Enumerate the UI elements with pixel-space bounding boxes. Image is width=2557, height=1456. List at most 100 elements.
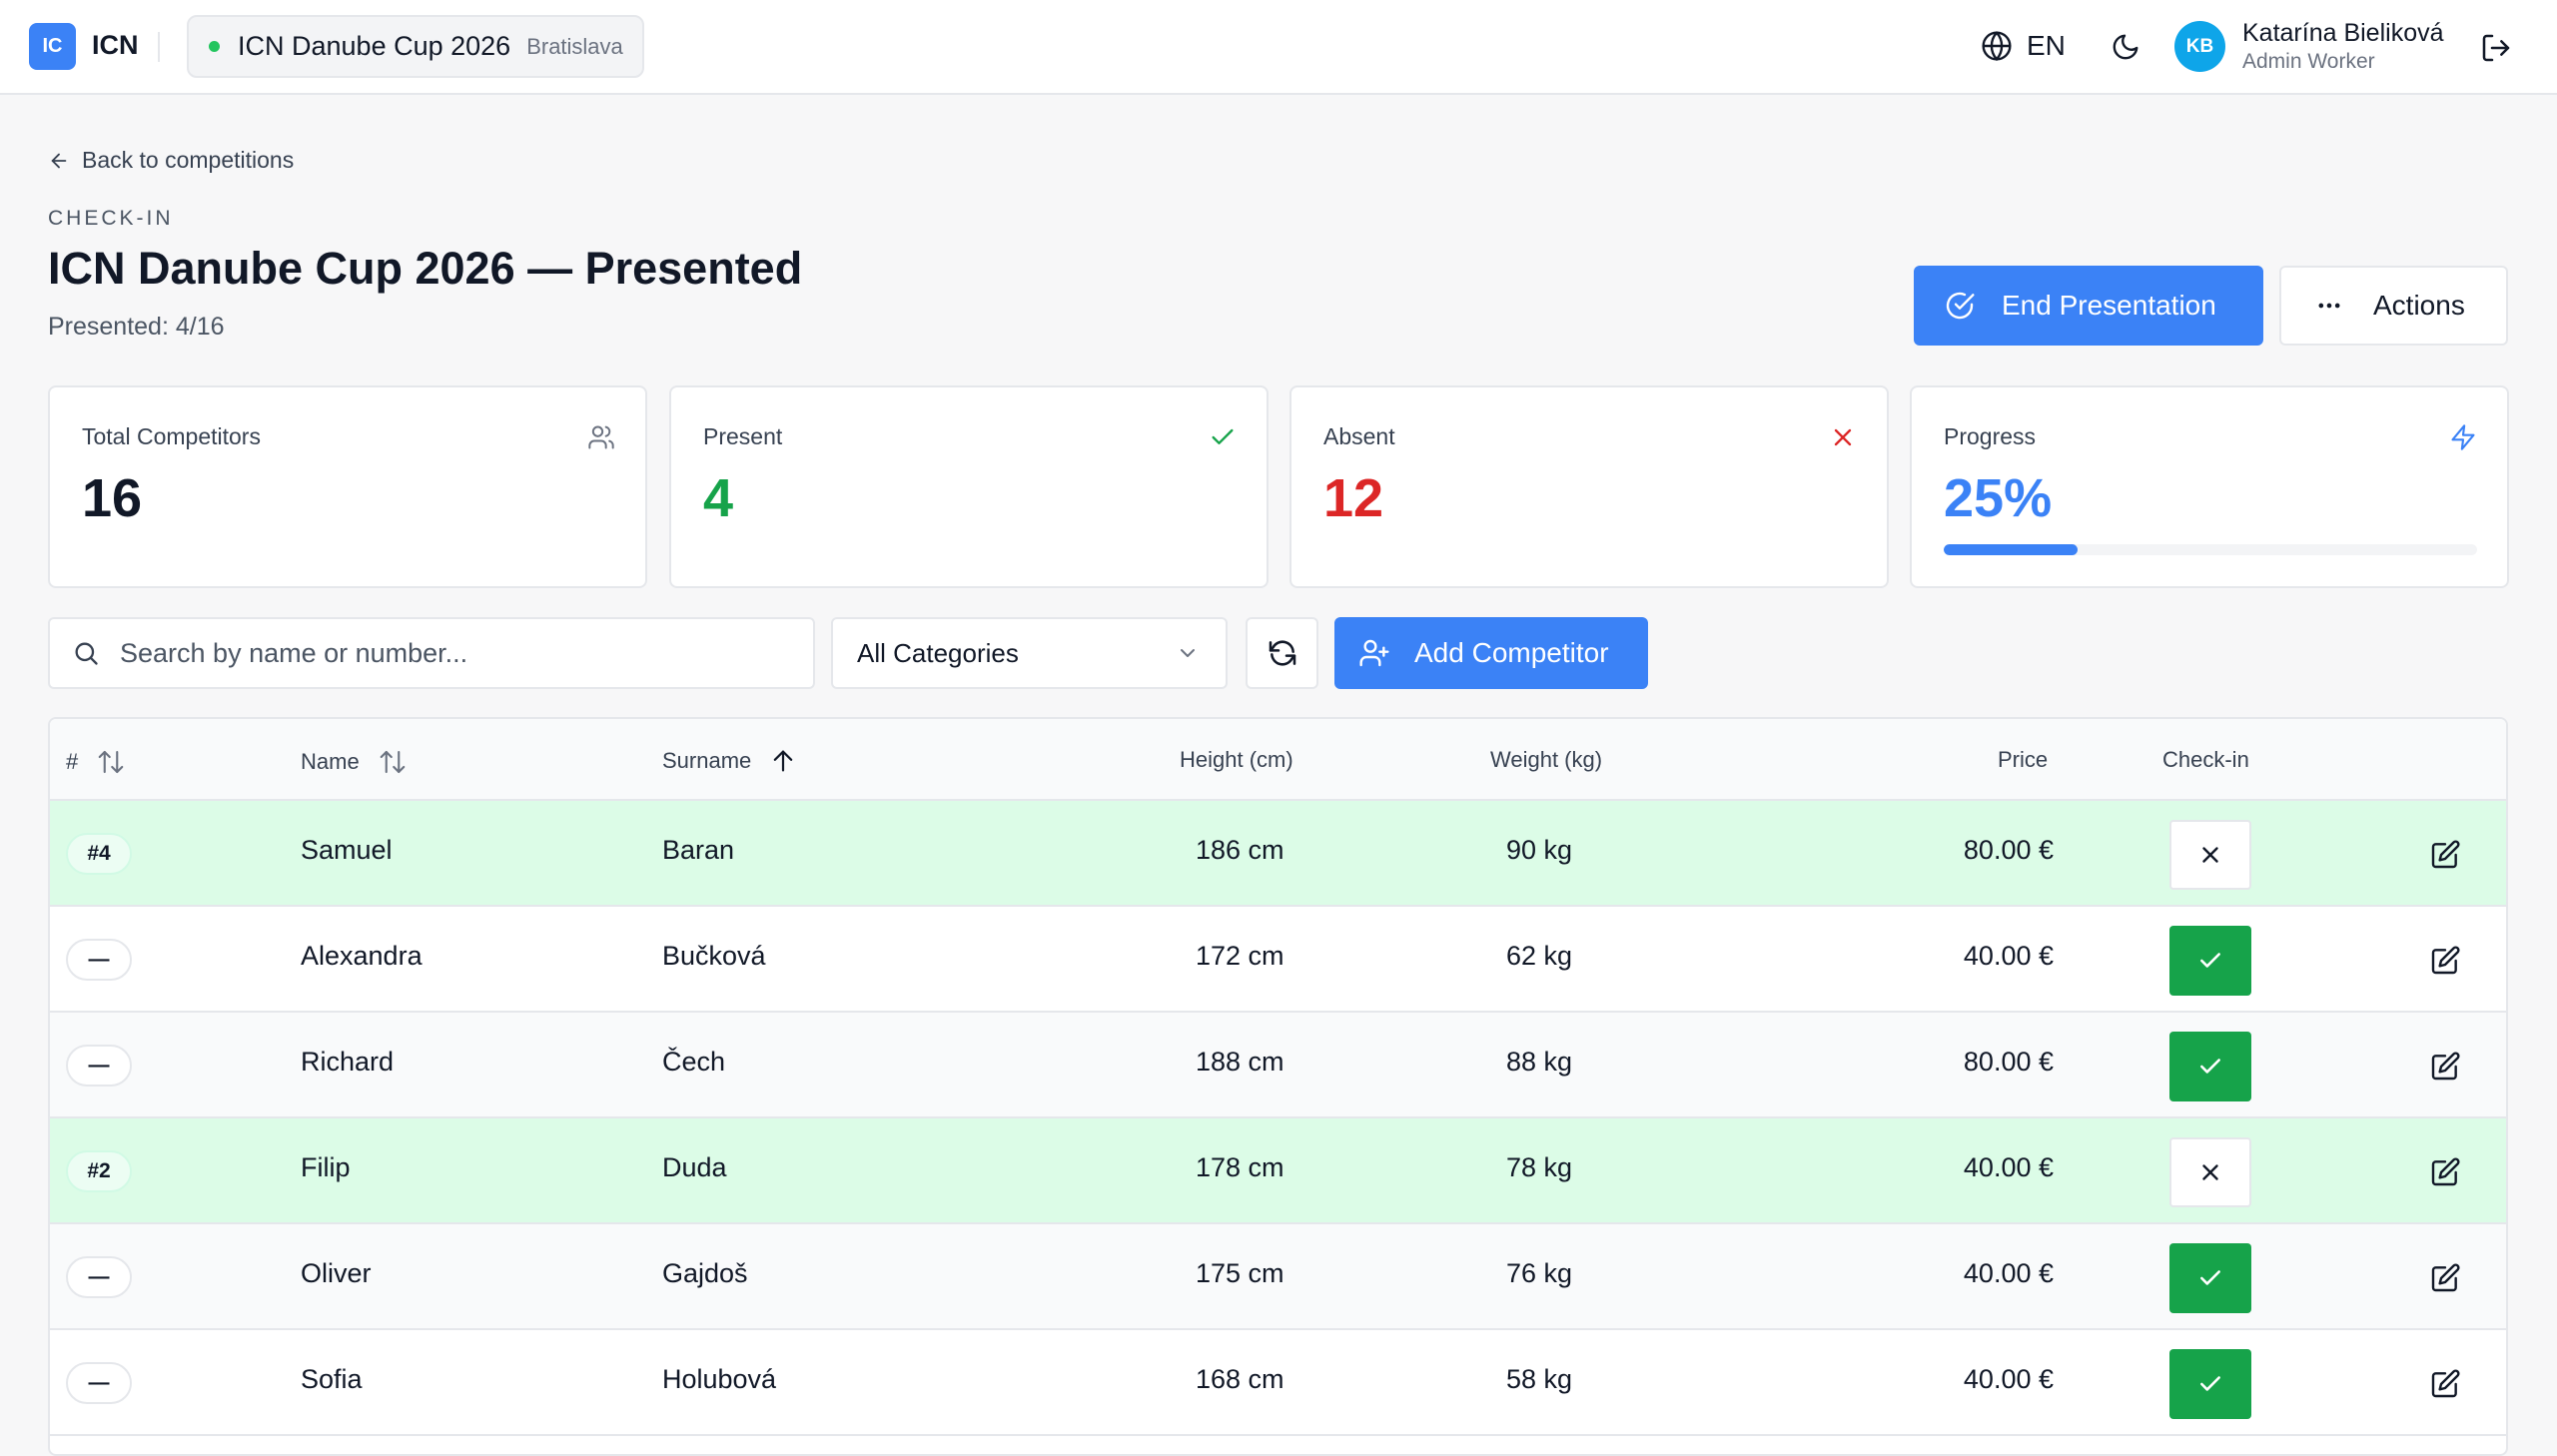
check-icon [2197, 1265, 2223, 1291]
stat-label: Absent [1323, 423, 1395, 449]
language-code: EN [2027, 30, 2066, 61]
check-icon [2197, 1371, 2223, 1397]
logout-button[interactable] [2480, 32, 2512, 64]
checkin-toggle[interactable] [2169, 1243, 2251, 1313]
checkin-toggle[interactable] [2169, 1032, 2251, 1101]
cell-weight: 58 kg [1506, 1364, 1573, 1394]
cell-name: Samuel [301, 835, 393, 865]
top-bar: IC ICN ICN Danube Cup 2026 Bratislava EN… [0, 0, 2557, 95]
progress-fill [1944, 544, 2078, 555]
logout-icon [2480, 32, 2512, 64]
cell-height: 172 cm [1196, 941, 1284, 971]
start-number: — [66, 1045, 132, 1087]
back-link-label: Back to competitions [82, 147, 295, 173]
column-header-number[interactable]: # [66, 747, 126, 777]
cell-surname: Čech [662, 1047, 726, 1077]
category-select-value: All Categories [857, 637, 1019, 668]
column-label: Surname [662, 748, 752, 773]
refresh-icon [1267, 637, 1298, 669]
edit-button[interactable] [2429, 1051, 2461, 1083]
edit-button[interactable] [2429, 839, 2461, 871]
start-number: — [66, 1362, 132, 1404]
app-logo[interactable]: IC [29, 23, 76, 70]
user-name: Katarína Bieliková [2242, 19, 2444, 47]
user-role: Admin Worker [2242, 50, 2375, 73]
column-header-name[interactable]: Name [301, 747, 408, 777]
search-box[interactable] [48, 617, 815, 689]
stat-card-progress: Progress 25% [1910, 385, 2509, 588]
avatar[interactable]: KB [2174, 21, 2225, 72]
competition-selector[interactable]: ICN Danube Cup 2026 Bratislava [187, 15, 644, 78]
column-header-height: Height (cm) [1180, 747, 1293, 773]
start-number: #4 [66, 833, 132, 875]
end-presentation-button[interactable]: End Presentation [1914, 266, 2263, 346]
arrow-left-icon [48, 150, 70, 172]
column-header-surname[interactable]: Surname [662, 747, 797, 775]
category-select[interactable]: All Categories [831, 617, 1228, 689]
stat-card-absent: Absent 12 [1289, 385, 1889, 588]
start-number: #2 [66, 1150, 132, 1192]
cell-name: Filip [301, 1152, 351, 1182]
cell-surname: Bučková [662, 941, 766, 971]
back-link[interactable]: Back to competitions [48, 147, 294, 174]
language-switcher[interactable]: EN [1981, 30, 2066, 62]
chevron-down-icon [1176, 641, 1200, 665]
progress-bar [1944, 544, 2477, 555]
cell-price: 80.00 € [1963, 835, 2054, 865]
check-circle-icon [1944, 290, 1976, 322]
table-row[interactable]: #4 Samuel Baran 186 cm 90 kg 80.00 € [50, 801, 2506, 907]
checkin-toggle[interactable] [2169, 1349, 2251, 1419]
stat-value: 25% [1944, 468, 2053, 528]
column-label: Name [301, 749, 360, 774]
edit-button[interactable] [2429, 1156, 2461, 1188]
cell-price: 40.00 € [1963, 1258, 2054, 1288]
edit-icon [2429, 1368, 2461, 1400]
page-title: ICN Danube Cup 2026 — Presented [48, 243, 803, 294]
table-row[interactable]: — Alexandra Bučková 172 cm 62 kg 40.00 € [50, 907, 2506, 1013]
edit-button[interactable] [2429, 1368, 2461, 1400]
cell-surname: Baran [662, 835, 735, 865]
table-row[interactable]: — Oliver Gajdoš 175 cm 76 kg 40.00 € [50, 1224, 2506, 1330]
edit-icon [2429, 1156, 2461, 1188]
checkin-toggle[interactable] [2169, 926, 2251, 996]
cell-name: Richard [301, 1047, 395, 1077]
checkin-toggle[interactable] [2169, 1137, 2251, 1207]
competitors-table: # Name Surname Height (cm) Weight (kg) P… [48, 717, 2508, 1456]
start-number: — [66, 939, 132, 981]
theme-toggle[interactable] [2111, 32, 2140, 62]
globe-icon [1981, 30, 2013, 62]
stat-value: 12 [1323, 468, 1384, 528]
sort-icon [96, 747, 126, 777]
cell-name: Oliver [301, 1258, 372, 1288]
refresh-button[interactable] [1246, 617, 1318, 689]
stat-value: 16 [82, 468, 143, 528]
cell-name: Sofia [301, 1364, 363, 1394]
edit-button[interactable] [2429, 945, 2461, 977]
checkin-toggle[interactable] [2169, 820, 2251, 890]
table-row[interactable]: — Sofia Holubová 168 cm 58 kg 40.00 € [50, 1330, 2506, 1436]
stat-card-present: Present 4 [669, 385, 1269, 588]
column-label: Weight (kg) [1490, 747, 1603, 772]
user-plus-icon [1358, 637, 1390, 669]
table-header: # Name Surname Height (cm) Weight (kg) P… [50, 719, 2506, 801]
cell-weight: 88 kg [1506, 1047, 1573, 1077]
table-row[interactable]: #2 Filip Duda 178 cm 78 kg 40.00 € [50, 1118, 2506, 1224]
check-icon [2197, 948, 2223, 974]
section-eyebrow: CHECK-IN [48, 207, 174, 230]
actions-button[interactable]: Actions [2279, 266, 2508, 346]
search-input[interactable] [120, 637, 799, 669]
bolt-icon [2449, 423, 2477, 451]
app-name[interactable]: ICN [92, 30, 139, 60]
cell-height: 186 cm [1196, 835, 1284, 865]
check-icon [2197, 1054, 2223, 1080]
table-row[interactable]: — Richard Čech 188 cm 88 kg 80.00 € [50, 1013, 2506, 1118]
stat-card-total: Total Competitors 16 [48, 385, 647, 588]
edit-button[interactable] [2429, 1262, 2461, 1294]
cell-weight: 78 kg [1506, 1152, 1573, 1182]
edit-icon [2429, 945, 2461, 977]
column-label: Height (cm) [1180, 747, 1293, 772]
edit-icon [2429, 839, 2461, 871]
check-icon [1209, 423, 1237, 451]
cell-price: 80.00 € [1963, 1047, 2054, 1077]
add-competitor-button[interactable]: Add Competitor [1334, 617, 1648, 689]
